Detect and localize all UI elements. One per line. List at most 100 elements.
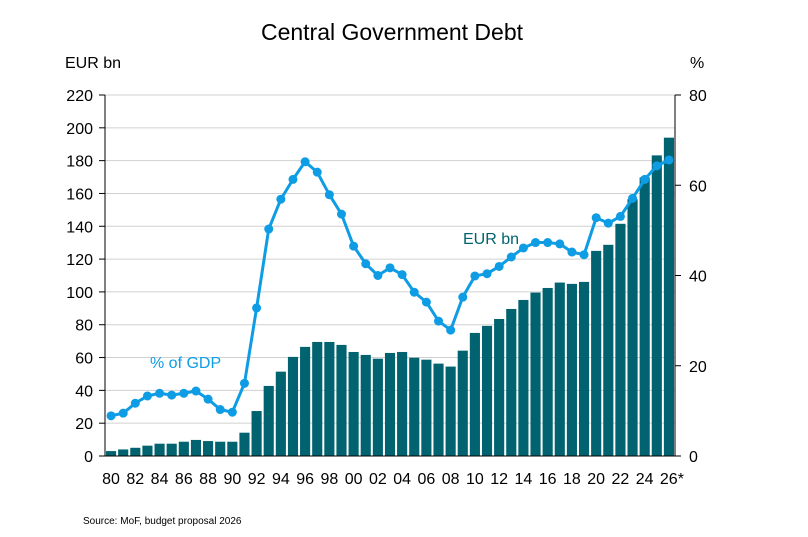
x-tick-label: 22: [612, 471, 630, 488]
bar: [494, 318, 505, 456]
right-axis-label: %: [690, 55, 704, 72]
bar: [372, 358, 383, 456]
line-point: [300, 157, 310, 167]
left-tick-label: 220: [66, 88, 93, 105]
x-tick-label: 86: [175, 471, 193, 488]
bar: [130, 447, 141, 456]
line-point: [118, 408, 128, 418]
line-point: [155, 388, 165, 398]
x-tick-label: 96: [296, 471, 314, 488]
bar: [554, 282, 565, 456]
bar: [203, 441, 214, 456]
line-point: [252, 303, 262, 313]
line-point: [106, 411, 116, 421]
line-point: [409, 287, 419, 297]
line-point: [591, 213, 601, 223]
bar: [336, 344, 347, 456]
bar: [457, 350, 468, 456]
bar: [118, 449, 129, 456]
right-tick-label: 80: [689, 88, 707, 105]
line-point: [506, 252, 516, 262]
x-tick-label: 12: [490, 471, 508, 488]
line-point: [518, 243, 528, 253]
x-tick-labels: 80 82 84 86 88 90 92 94 96 98 00 02 04 06 08 10 12 14 16 18…: [102, 471, 684, 488]
line-point: [567, 247, 577, 257]
x-tick-label: 80: [102, 471, 120, 488]
left-tick-label: 40: [75, 383, 93, 400]
left-tick-label: 120: [66, 252, 93, 269]
x-tick-label: 10: [466, 471, 484, 488]
line-point: [361, 259, 371, 269]
bar: [263, 385, 274, 456]
bar: [481, 325, 493, 456]
line-point: [215, 405, 225, 415]
left-tick-label: 200: [66, 121, 93, 138]
x-tick-label: 06: [417, 471, 435, 488]
x-tick-label: 20: [587, 471, 605, 488]
line-point: [446, 325, 456, 335]
left-tick-label: 20: [75, 416, 93, 433]
right-tick-labels: 0 20 40 60 80: [689, 88, 707, 466]
bar: [324, 341, 335, 456]
line-point: [179, 388, 189, 398]
axes: [99, 94, 681, 457]
line-point: [664, 155, 674, 165]
line-point: [324, 190, 334, 200]
x-tick-label: 90: [223, 471, 241, 488]
right-tick-label: 40: [689, 269, 707, 286]
line-point: [603, 218, 613, 228]
line-point: [543, 238, 553, 248]
line-point: [312, 167, 322, 177]
right-tick-label: 0: [689, 449, 698, 466]
line-point: [531, 238, 541, 248]
left-tick-label: 160: [66, 186, 93, 203]
bar: [275, 371, 286, 456]
x-tick-label: 14: [515, 471, 533, 488]
bar: [215, 441, 226, 456]
line-point: [336, 209, 346, 219]
bar: [603, 244, 614, 456]
bar: [421, 359, 432, 456]
x-tick-label: 82: [126, 471, 144, 488]
line-point: [470, 271, 480, 281]
bar: [639, 177, 650, 456]
annotation-pct-gdp: % of GDP: [150, 355, 221, 372]
left-tick-label: 60: [75, 351, 93, 368]
annotation-eur-bn: EUR bn: [463, 231, 519, 248]
left-tick-label: 80: [75, 318, 93, 335]
x-tick-label: 26*: [660, 471, 684, 488]
source-note: Source: MoF, budget proposal 2026: [83, 516, 242, 527]
line-point: [276, 194, 286, 204]
bar: [397, 351, 408, 456]
left-axis-label: EUR bn: [65, 55, 121, 72]
bar: [566, 283, 577, 456]
bar: [627, 199, 638, 456]
left-tick-label: 0: [84, 449, 93, 466]
x-tick-label: 84: [151, 471, 169, 488]
bar: [251, 411, 262, 456]
bar: [239, 432, 250, 456]
bar: [166, 443, 177, 456]
line-point: [227, 407, 237, 417]
bar: [154, 443, 165, 456]
bar: [651, 155, 662, 457]
left-tick-label: 140: [66, 219, 93, 236]
x-tick-label: 00: [345, 471, 363, 488]
line-point: [434, 316, 444, 326]
x-tick-label: 88: [199, 471, 217, 488]
left-tick-labels: 0 20 40 60 80 100 120 140 160 180 200 220: [66, 88, 93, 466]
bar: [469, 332, 480, 456]
line-point: [640, 174, 650, 184]
line-point: [555, 239, 565, 249]
x-tick-label: 18: [563, 471, 581, 488]
x-tick-label: 24: [636, 471, 654, 488]
left-tick-label: 100: [66, 285, 93, 302]
line-point: [264, 224, 274, 234]
x-tick-label: 16: [539, 471, 557, 488]
bar: [433, 363, 444, 456]
bar: [106, 451, 117, 456]
line-point: [628, 193, 638, 203]
line-point: [458, 292, 468, 302]
bar: [615, 223, 626, 456]
